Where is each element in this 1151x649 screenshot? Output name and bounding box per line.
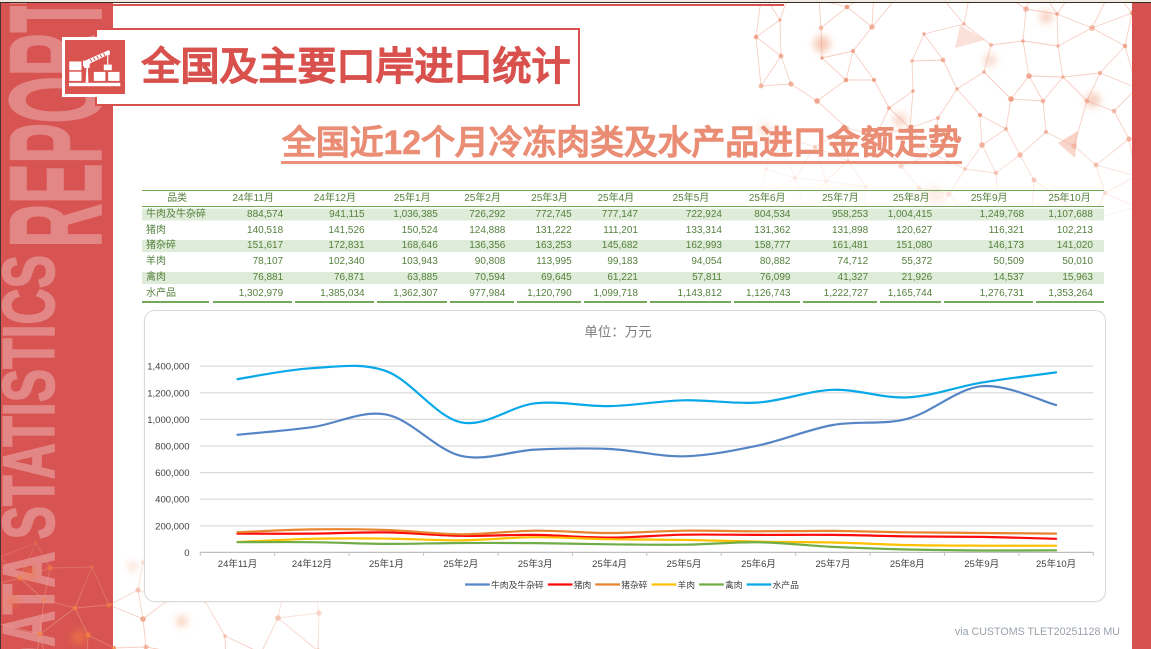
svg-text:24年11月: 24年11月 xyxy=(218,558,257,570)
svg-text:1,200,000: 1,200,000 xyxy=(147,388,189,399)
svg-text:25年6月: 25年6月 xyxy=(741,558,776,570)
svg-text:200,000: 200,000 xyxy=(155,521,189,532)
svg-text:25年3月: 25年3月 xyxy=(518,558,553,570)
svg-text:24年12月: 24年12月 xyxy=(292,558,332,570)
svg-text:牛肉及牛杂碎: 牛肉及牛杂碎 xyxy=(491,579,544,590)
svg-text:25年7月: 25年7月 xyxy=(815,558,850,570)
svg-text:0: 0 xyxy=(184,548,189,559)
svg-text:25年4月: 25年4月 xyxy=(592,558,627,570)
svg-text:25年1月: 25年1月 xyxy=(369,558,404,570)
svg-text:1,400,000: 1,400,000 xyxy=(147,362,189,373)
svg-text:羊肉: 羊肉 xyxy=(678,579,696,590)
svg-text:猪肉: 猪肉 xyxy=(574,579,592,590)
svg-text:400,000: 400,000 xyxy=(155,495,189,506)
svg-text:25年9月: 25年9月 xyxy=(964,558,999,570)
svg-text:禽肉: 禽肉 xyxy=(725,579,743,590)
svg-text:25年2月: 25年2月 xyxy=(443,558,478,570)
svg-text:25年5月: 25年5月 xyxy=(667,558,702,570)
svg-text:DATA STATISTICS: DATA STATISTICS xyxy=(1,255,70,649)
svg-text:800,000: 800,000 xyxy=(155,442,189,453)
svg-text:水产品: 水产品 xyxy=(773,579,800,590)
svg-text:600,000: 600,000 xyxy=(155,468,189,479)
svg-text:单位：万元: 单位：万元 xyxy=(584,325,652,340)
svg-text:猪杂碎: 猪杂碎 xyxy=(621,579,648,590)
svg-text:25年10月: 25年10月 xyxy=(1036,558,1076,570)
svg-text:1,000,000: 1,000,000 xyxy=(147,415,189,426)
svg-text:25年8月: 25年8月 xyxy=(890,558,925,570)
